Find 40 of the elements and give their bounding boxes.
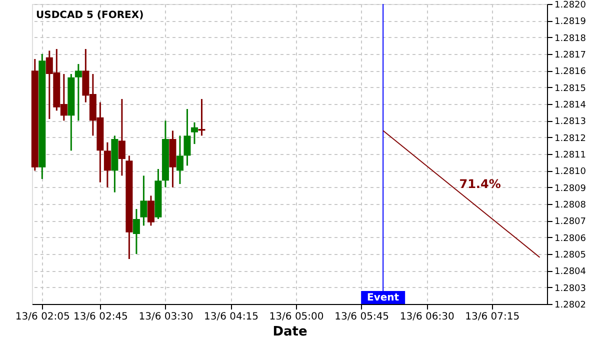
y-tick-label: 1.2815: [554, 84, 586, 94]
y-tick-label: 1.2809: [554, 184, 586, 194]
y-tick-label: 1.2814: [554, 100, 586, 110]
ref-line-label: Event: [367, 292, 400, 304]
y-tick-label: 1.2820: [554, 0, 586, 10]
candlestick: [132, 208, 140, 255]
y-tick-label: 1.2803: [554, 284, 586, 294]
y-tick-label: 1.2804: [554, 267, 586, 278]
y-tick-label: 1.2802: [554, 300, 586, 310]
candlestick: [147, 194, 154, 226]
x-tick-label: 13/6 06:30: [400, 312, 454, 322]
y-tick-label: 1.2816: [554, 67, 586, 78]
annotation: 71.4%: [459, 177, 501, 191]
candlestick: [176, 134, 184, 185]
text: USDCAD 5 (FOREX): [36, 10, 144, 21]
candlestick: [74, 63, 82, 122]
y-tick-label: 1.2818: [554, 34, 586, 44]
x-axis-title: Date: [272, 324, 308, 340]
x-tick-label: 13/6 05:00: [269, 312, 324, 322]
candlestick: [140, 174, 148, 226]
y-tick-label: 1.2810: [554, 167, 586, 178]
y-tick-label: 1.2807: [554, 217, 586, 228]
x-tick-label: 13/6 07:15: [465, 312, 520, 322]
candlestick: [118, 98, 126, 176]
x-tick-label: 13/6 05:45: [334, 312, 390, 322]
y-tick-label: 1.2817: [554, 50, 586, 60]
x-tick-label: 13/6 02:05: [15, 312, 70, 322]
x-tick-label: 13/6 02:45: [73, 312, 128, 322]
candlestick: [190, 122, 198, 145]
y-tick-label: 1.2811: [554, 150, 586, 160]
candlestick: [184, 108, 191, 166]
x-tick-label: 13/6 03:30: [138, 312, 194, 322]
y-tick-label: 1.2819: [554, 17, 586, 28]
y-tick-label: 1.2812: [554, 134, 586, 144]
y-tick-label: 1.2806: [554, 234, 586, 244]
candlestick: [104, 142, 111, 188]
x-tick-label: 13/6 04:15: [204, 312, 258, 322]
y-tick-label: 1.2813: [554, 117, 586, 128]
y-tick-label: 1.2805: [554, 250, 586, 260]
y-tick-label: 1.2808: [554, 200, 586, 210]
